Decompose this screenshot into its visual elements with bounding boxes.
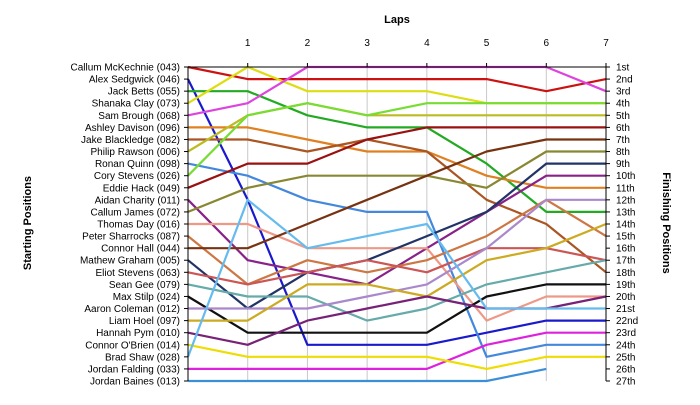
starting-position-label: Max Stilp (024) (113, 292, 180, 303)
finishing-position-label: 4th (616, 99, 630, 110)
starting-position-label: Ronan Quinn (098) (95, 159, 180, 170)
finishing-position-label: 3rd (616, 87, 630, 98)
starting-position-label: Sean Gee (079) (109, 280, 180, 291)
finishing-position-label: 17th (616, 256, 635, 267)
starting-position-label: Sam Brough (068) (98, 111, 180, 122)
starting-position-label: Aaron Coleman (012) (84, 304, 180, 315)
series-group (186, 65, 607, 383)
starting-position-labels: Callum McKechnie (043)Alex Sedgwick (046… (71, 63, 188, 388)
starting-position-label: Peter Sharrocks (087) (82, 232, 180, 243)
starting-position-label: Mathew Graham (005) (80, 256, 180, 267)
y-axis-title-left: Starting Positions (22, 176, 34, 270)
finishing-position-label: 20th (616, 292, 635, 303)
finishing-position-label: 16th (616, 244, 635, 255)
series-line (188, 222, 607, 322)
series-line (187, 126, 606, 189)
finishing-position-label: 6th (616, 123, 630, 134)
finishing-position-label: 21st (616, 304, 635, 315)
x-tick-label: 5 (484, 38, 490, 49)
starting-position-label: Jack Betts (055) (108, 87, 180, 98)
x-tick-label: 4 (424, 38, 430, 49)
x-tick-label: 6 (544, 38, 550, 49)
series-line (187, 65, 607, 93)
starting-position-label: Cory Stevens (026) (94, 171, 180, 182)
x-ticks: 1 2 3 4 5 6 7 (245, 38, 609, 67)
finishing-position-label: 7th (616, 135, 630, 146)
finishing-position-label: 24th (616, 340, 635, 351)
x-axis-title: Laps (384, 14, 410, 26)
series-line (187, 162, 606, 310)
series-line (188, 367, 547, 383)
series-line (187, 78, 606, 346)
finishing-position-label: 8th (616, 147, 630, 158)
finishing-position-label: 25th (616, 352, 635, 363)
starting-position-label: Shanaka Clay (073) (92, 99, 180, 110)
series-line (187, 150, 606, 213)
series-line (188, 138, 607, 274)
series-line (187, 162, 606, 358)
series-line (188, 138, 606, 250)
starting-position-label: Liam Hoel (097) (109, 316, 180, 327)
series-line (187, 247, 607, 286)
series-line (188, 126, 606, 189)
series-line (188, 90, 606, 213)
finishing-position-label: 5th (616, 111, 630, 122)
starting-position-label: Aidan Charity (011) (95, 195, 180, 206)
finishing-position-label: 1st (616, 63, 630, 74)
starting-position-label: Callum James (072) (91, 207, 180, 218)
finishing-position-label: 11th (616, 183, 635, 194)
series-line (188, 331, 606, 370)
starting-position-label: Jordan Falding (033) (88, 364, 180, 375)
finishing-position-label: 26th (616, 364, 635, 375)
finishing-position-label: 22nd (616, 316, 638, 327)
x-tick-label: 3 (364, 38, 370, 49)
finishing-position-label: 2nd (616, 75, 633, 86)
starting-position-label: Ashley Davison (096) (85, 123, 180, 134)
starting-position-label: Alex Sedgwick (046) (89, 75, 180, 86)
starting-position-label: Callum McKechnie (043) (71, 63, 181, 74)
starting-position-label: Eliot Stevens (063) (96, 268, 181, 279)
series-line (187, 102, 606, 177)
finishing-position-label: 15th (616, 232, 635, 243)
finishing-position-label: 27th (616, 377, 635, 388)
starting-position-label: Connor O'Brien (014) (85, 340, 180, 351)
finishing-position-label: 9th (616, 159, 630, 170)
finishing-position-label: 13th (616, 207, 635, 218)
series-line (186, 198, 606, 358)
x-tick-label: 7 (603, 38, 609, 49)
starting-position-label: Thomas Day (016) (97, 220, 180, 231)
finishing-position-label: 18th (616, 268, 635, 279)
y-axis-title-right: Finishing Positions (660, 172, 672, 273)
starting-position-label: Jake Blackledge (082) (81, 135, 180, 146)
starting-position-label: Hannah Pym (010) (96, 328, 180, 339)
finishing-position-label: 12th (616, 195, 635, 206)
finishing-position-label: 19th (616, 280, 635, 291)
finishing-position-label: 14th (616, 220, 635, 231)
starting-position-label: Philip Rawson (006) (91, 147, 181, 158)
series-line (188, 198, 606, 310)
finishing-position-label: 23rd (616, 328, 636, 339)
series-line (187, 343, 606, 370)
starting-position-label: Eddie Hack (049) (103, 183, 180, 194)
series-line (187, 259, 607, 322)
starting-position-label: Jordan Baines (013) (90, 377, 180, 388)
starting-position-label: Connor Hall (044) (101, 244, 180, 255)
x-tick-label: 2 (305, 38, 311, 49)
series-line (187, 283, 606, 334)
starting-position-label: Brad Shaw (028) (105, 352, 180, 363)
finishing-position-label: 10th (616, 171, 635, 182)
finishing-position-labels: 1st2nd3rd4th5th6th7th8th9th10th11th12th1… (606, 63, 638, 388)
x-tick-label: 1 (245, 38, 251, 49)
series-line (187, 65, 606, 105)
